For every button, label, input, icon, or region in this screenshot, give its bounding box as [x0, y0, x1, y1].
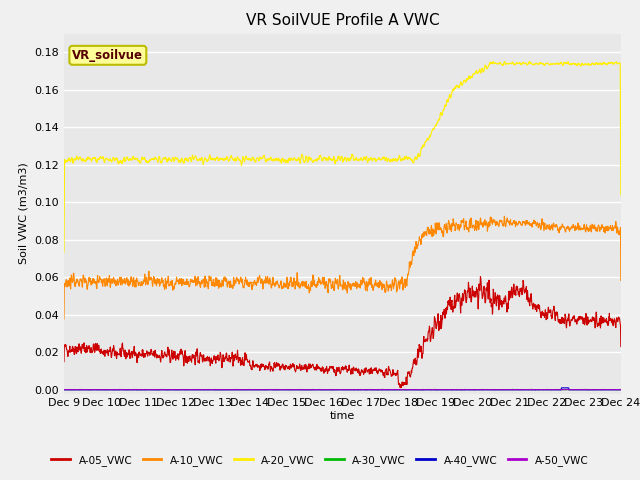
Text: VR_soilvue: VR_soilvue — [72, 49, 143, 62]
A-05_VWC — [601, 319, 609, 325]
A-10_VWC — [617, 277, 625, 283]
A-50_VWC — [617, 387, 625, 393]
A-20_VWC — [499, 62, 506, 68]
Line: A-10_VWC: A-10_VWC — [64, 216, 621, 319]
A-50_VWC — [316, 387, 324, 393]
Y-axis label: Soil VWC (m3/m3): Soil VWC (m3/m3) — [19, 163, 29, 264]
A-40_VWC — [378, 387, 385, 393]
A-05_VWC — [331, 368, 339, 373]
A-10_VWC — [500, 214, 508, 219]
A-10_VWC — [60, 316, 68, 322]
A-10_VWC — [601, 228, 609, 234]
A-50_VWC — [60, 387, 68, 393]
A-50_VWC — [601, 387, 609, 393]
Line: A-40_VWC: A-40_VWC — [64, 388, 621, 390]
A-30_VWC — [60, 387, 68, 393]
A-10_VWC — [88, 280, 96, 286]
A-30_VWC — [316, 387, 324, 393]
A-05_VWC — [602, 317, 609, 323]
A-40_VWC — [499, 387, 506, 393]
A-40_VWC — [562, 385, 570, 391]
A-40_VWC — [601, 387, 609, 393]
Line: A-05_VWC: A-05_VWC — [64, 276, 621, 388]
A-20_VWC — [60, 249, 68, 255]
Title: VR SoilVUE Profile A VWC: VR SoilVUE Profile A VWC — [246, 13, 439, 28]
A-40_VWC — [617, 387, 625, 393]
A-30_VWC — [331, 387, 339, 393]
A-20_VWC — [601, 60, 609, 66]
A-10_VWC — [316, 279, 324, 285]
A-05_VWC — [316, 365, 324, 371]
A-30_VWC — [88, 387, 96, 393]
A-10_VWC — [499, 221, 506, 227]
A-30_VWC — [509, 386, 516, 392]
A-05_VWC — [477, 274, 484, 279]
A-30_VWC — [232, 387, 239, 393]
A-20_VWC — [316, 153, 324, 159]
A-20_VWC — [88, 156, 96, 162]
A-10_VWC — [331, 280, 339, 286]
A-50_VWC — [499, 387, 506, 393]
A-50_VWC — [600, 387, 608, 393]
A-30_VWC — [601, 387, 609, 393]
A-40_VWC — [331, 387, 339, 393]
A-30_VWC — [499, 387, 506, 393]
A-20_VWC — [331, 159, 339, 165]
A-05_VWC — [499, 299, 507, 304]
A-30_VWC — [602, 387, 609, 393]
A-20_VWC — [601, 61, 609, 67]
A-10_VWC — [601, 225, 609, 230]
A-40_VWC — [60, 387, 68, 393]
A-05_VWC — [396, 385, 404, 391]
A-40_VWC — [316, 387, 324, 393]
Line: A-30_VWC: A-30_VWC — [64, 389, 621, 390]
X-axis label: time: time — [330, 411, 355, 421]
A-40_VWC — [88, 387, 96, 393]
A-20_VWC — [617, 192, 625, 198]
Line: A-20_VWC: A-20_VWC — [64, 61, 621, 252]
A-20_VWC — [501, 59, 509, 64]
Legend: A-05_VWC, A-10_VWC, A-20_VWC, A-30_VWC, A-40_VWC, A-50_VWC: A-05_VWC, A-10_VWC, A-20_VWC, A-30_VWC, … — [47, 451, 593, 470]
A-30_VWC — [617, 386, 625, 392]
A-40_VWC — [602, 387, 609, 393]
A-50_VWC — [331, 387, 339, 393]
A-05_VWC — [88, 348, 96, 354]
A-05_VWC — [617, 344, 625, 349]
A-50_VWC — [88, 387, 96, 393]
A-05_VWC — [60, 359, 68, 364]
